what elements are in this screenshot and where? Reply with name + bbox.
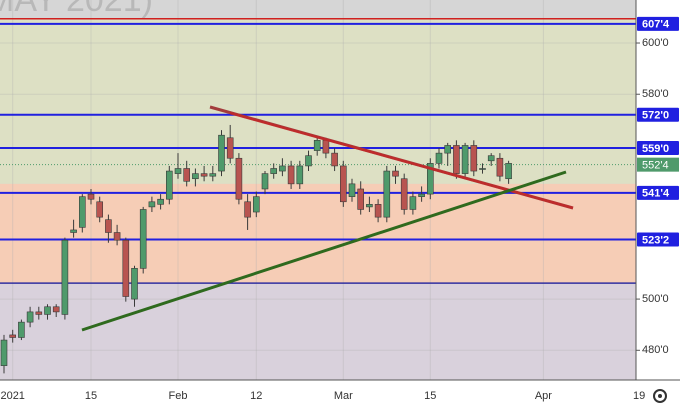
candle-body [253, 196, 260, 213]
level-label: 559'0 [642, 143, 669, 155]
zones [0, 18, 636, 380]
candle-body [270, 168, 278, 174]
candle-body [148, 201, 156, 208]
candle-body [61, 239, 69, 315]
axis-labels: 480'0 500'0 580'0 600'0 2021 15 Feb 12 Mar 15 Apr 1… [0, 16, 679, 402]
candle-body [244, 201, 251, 218]
candle-body [357, 188, 365, 210]
candle-body [183, 168, 190, 182]
candle-body [209, 173, 217, 177]
x-tick-label: Apr [535, 390, 552, 402]
level-label-box [637, 107, 679, 122]
candle-body [166, 170, 173, 200]
level-label-box [637, 141, 679, 156]
last-price-label: 552'4 [642, 160, 669, 172]
level-label-box [637, 232, 679, 247]
level-label: 572'0 [642, 110, 669, 122]
x-tick-label: Feb [169, 390, 188, 402]
candle-body [331, 152, 338, 167]
zone [0, 18, 636, 184]
candle-body [113, 232, 121, 241]
candle-body [87, 193, 95, 200]
level-label: 523'2 [642, 234, 669, 246]
candle-body [105, 219, 112, 233]
time-axis [0, 380, 680, 411]
candle-body [218, 134, 225, 172]
x-tick-label: 2021 [0, 390, 24, 402]
candle-body [470, 145, 478, 172]
candle-body [18, 321, 25, 338]
candle-body [96, 201, 103, 218]
candle-body [374, 204, 382, 218]
candle-body [192, 173, 199, 180]
x-tick-label: 12 [250, 390, 262, 402]
candle-body [453, 145, 460, 174]
zone [0, 283, 636, 380]
candle-body [366, 204, 373, 208]
trend-line-down-tail [229, 111, 574, 210]
levels [0, 17, 636, 284]
candle-body [9, 334, 16, 338]
price-axis [636, 0, 680, 411]
x-tick-label: 19 [633, 390, 645, 402]
candle-body [279, 165, 286, 172]
zone [0, 183, 636, 284]
candle-body [296, 165, 304, 185]
candle-body [52, 306, 60, 313]
candle-body [479, 168, 486, 170]
candle-body [383, 170, 391, 218]
x-tick-label: 15 [424, 390, 436, 402]
candle-body [348, 183, 356, 197]
gear-center[interactable] [658, 394, 662, 398]
candle-body [339, 165, 347, 203]
y-tick-label: 480'0 [642, 344, 669, 356]
candle-body [287, 165, 295, 185]
candle-body [235, 157, 243, 200]
candle-body [26, 311, 34, 323]
candle-body [496, 157, 504, 177]
candle-body [44, 306, 51, 315]
candle-body [392, 170, 399, 177]
candle-body [426, 163, 434, 195]
x-tick-label: 15 [85, 390, 97, 402]
settings-icon[interactable] [653, 389, 667, 403]
candle-body [305, 155, 312, 167]
y-tick-label: 500'0 [642, 293, 669, 305]
candle-body [70, 229, 77, 233]
candle-body [444, 145, 452, 154]
candle-body [131, 268, 138, 300]
candle-body [35, 311, 43, 315]
candle-body [261, 173, 269, 190]
y-tick-label: 580'0 [642, 88, 669, 100]
candle-body [226, 137, 234, 159]
level-label-box [637, 185, 679, 200]
level-label: 541'4 [642, 188, 670, 200]
last-price-box [637, 157, 679, 172]
candle-body [313, 140, 321, 151]
candle-body [79, 196, 86, 228]
candle-body [0, 339, 8, 366]
candle-body [200, 173, 208, 177]
y-tick-label: 600'0 [642, 37, 669, 49]
candle-body [322, 140, 330, 154]
candle-body [461, 145, 469, 174]
candle-body [400, 178, 408, 210]
watermark: MAY 2021) [0, 0, 153, 19]
candle-body [505, 163, 512, 180]
candle-body [157, 198, 164, 205]
candle-body [174, 168, 182, 174]
candle-body [122, 239, 130, 297]
candle-body [139, 209, 147, 269]
candle-body [435, 152, 443, 164]
candle-body [487, 155, 495, 162]
level-label: 607'4 [642, 19, 670, 31]
level-label-box [637, 16, 679, 31]
candle-body [418, 193, 425, 197]
x-tick-label: Mar [334, 390, 353, 402]
candle-body [409, 196, 417, 210]
candles [0, 124, 512, 374]
trend-line-up [81, 170, 567, 332]
gear[interactable] [653, 389, 667, 403]
